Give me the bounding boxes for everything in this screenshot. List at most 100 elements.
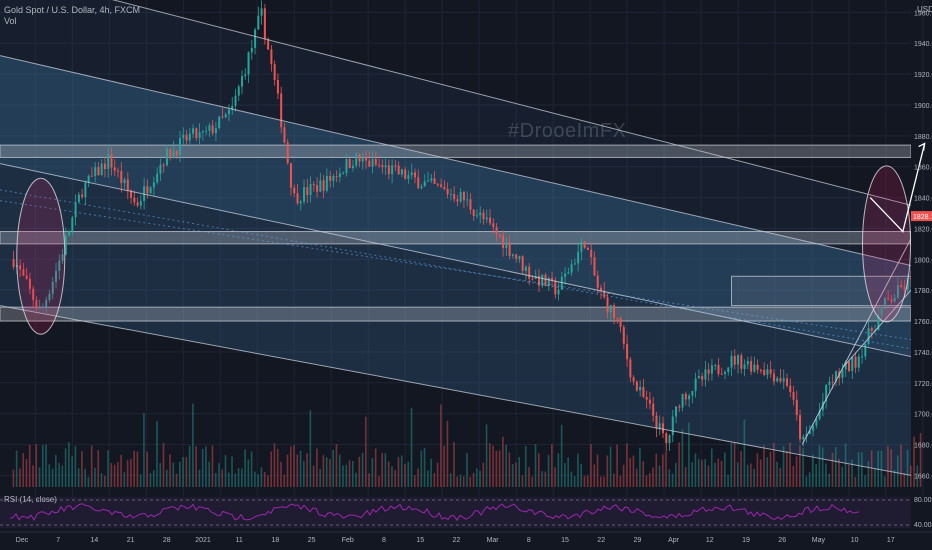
last-price-label: 1828.11 bbox=[913, 214, 932, 221]
volume-bar bbox=[250, 451, 253, 487]
volume-bar bbox=[103, 475, 106, 487]
volume-bar bbox=[77, 468, 80, 487]
volume-bar bbox=[466, 453, 468, 487]
candle-body bbox=[567, 272, 570, 274]
candle-body bbox=[697, 375, 700, 379]
annotations[interactable] bbox=[16, 142, 926, 335]
candle-body bbox=[479, 212, 482, 216]
volume-bar bbox=[22, 453, 24, 487]
candle-body bbox=[469, 199, 472, 210]
volume-bar bbox=[560, 424, 563, 487]
candle-body bbox=[358, 154, 361, 162]
volume-bar bbox=[580, 463, 583, 487]
desc-channel-line-1 bbox=[0, 55, 911, 266]
candle-body bbox=[61, 254, 64, 261]
channel-lines[interactable] bbox=[0, 0, 925, 476]
volume-bar bbox=[90, 445, 93, 487]
candle-body bbox=[130, 190, 133, 198]
candle-body bbox=[489, 217, 492, 224]
volume-bar bbox=[808, 472, 811, 487]
volume-bar bbox=[890, 449, 893, 487]
volume-bar bbox=[345, 464, 348, 487]
candle-body bbox=[795, 399, 798, 416]
volume-bar bbox=[117, 462, 119, 487]
candle-body bbox=[55, 270, 58, 282]
time-tick-label: 2021 bbox=[195, 537, 211, 544]
volume-bar bbox=[714, 462, 716, 487]
volume-bar bbox=[143, 413, 145, 487]
volume-bar bbox=[348, 460, 351, 487]
volume-bar bbox=[857, 452, 860, 487]
volume-bar bbox=[443, 445, 445, 487]
candle-body bbox=[387, 165, 390, 175]
volume-bar bbox=[312, 465, 315, 487]
candle-body bbox=[319, 180, 322, 192]
volume-bar bbox=[201, 448, 204, 487]
candle-body bbox=[273, 64, 276, 80]
volume-bar bbox=[626, 443, 628, 487]
volume-bar bbox=[420, 450, 423, 487]
candle-body bbox=[254, 29, 257, 48]
candle-body bbox=[475, 215, 478, 217]
candle-body bbox=[658, 423, 661, 429]
volume-bar bbox=[577, 453, 579, 487]
candle-body bbox=[64, 235, 67, 255]
support-resistance-zones bbox=[0, 144, 911, 322]
volume-bar bbox=[342, 465, 344, 487]
candle-body bbox=[472, 209, 475, 217]
candle-body bbox=[910, 278, 911, 280]
candle-body bbox=[593, 257, 596, 276]
volume-bar bbox=[821, 447, 824, 487]
candle-body bbox=[38, 307, 41, 309]
candle-body bbox=[218, 116, 221, 129]
volume-bar bbox=[387, 461, 390, 487]
candle-body bbox=[397, 165, 400, 175]
volume-label: Vol bbox=[4, 16, 17, 26]
volume-bar bbox=[430, 458, 432, 487]
candle-body bbox=[515, 254, 518, 259]
candle-body bbox=[789, 385, 792, 393]
candle-body bbox=[152, 182, 155, 188]
candle-body bbox=[423, 181, 426, 187]
candle-body bbox=[214, 128, 217, 134]
price-tick-label: 1840.00 bbox=[914, 196, 932, 203]
volume-bar bbox=[769, 451, 772, 487]
candle-body bbox=[730, 355, 733, 368]
candle-body bbox=[440, 184, 443, 187]
candle-body bbox=[208, 125, 211, 131]
time-tick-label: 8 bbox=[527, 537, 531, 544]
volume-bar bbox=[619, 475, 622, 487]
candle-body bbox=[528, 266, 531, 279]
candle-body bbox=[606, 297, 609, 313]
candle-body bbox=[185, 134, 188, 141]
volume-bar bbox=[81, 451, 83, 487]
candle-body bbox=[449, 194, 452, 196]
volume-bar bbox=[593, 464, 596, 487]
candle-body bbox=[792, 392, 795, 400]
volume-bar bbox=[547, 454, 550, 487]
volume-bar bbox=[97, 450, 100, 487]
volume-bar bbox=[165, 469, 168, 487]
candle-body bbox=[466, 199, 469, 201]
volume-bar bbox=[45, 444, 47, 487]
price-tick-label: 1860.00 bbox=[914, 165, 932, 172]
candle-body bbox=[443, 186, 446, 189]
candle-body bbox=[590, 249, 593, 258]
volume-bar bbox=[64, 448, 67, 487]
candle-body bbox=[740, 355, 743, 369]
volume-bar bbox=[629, 458, 631, 487]
volume-bar bbox=[648, 473, 651, 487]
time-tick-label: 22 bbox=[453, 537, 461, 544]
candle-body bbox=[678, 406, 681, 408]
candle-body bbox=[655, 415, 658, 429]
candle-body bbox=[224, 114, 227, 118]
candle-body bbox=[691, 391, 694, 396]
volume-bar bbox=[384, 453, 387, 487]
candle-body bbox=[97, 167, 100, 176]
price-tick-label: 1700.00 bbox=[914, 412, 932, 419]
time-tick-label: 18 bbox=[272, 537, 280, 544]
volume-bar bbox=[531, 476, 534, 487]
candle-body bbox=[244, 74, 247, 77]
candle-body bbox=[58, 260, 61, 271]
